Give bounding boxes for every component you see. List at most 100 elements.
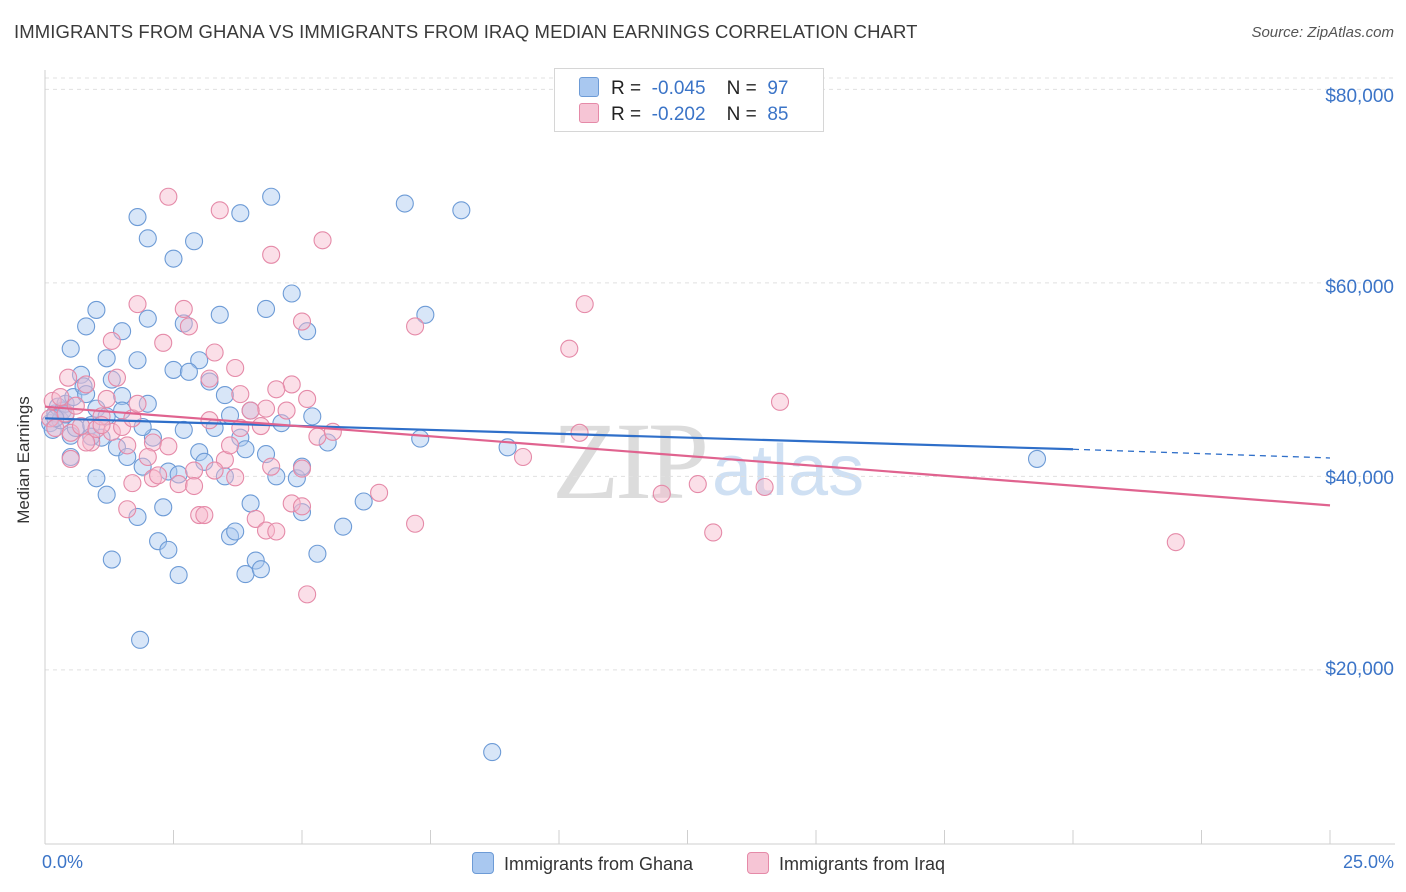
ghana-point: [303, 407, 322, 426]
ghana-point: [334, 517, 353, 536]
iraq-point: [277, 401, 296, 420]
ghana-point: [169, 465, 188, 484]
iraq-point: [292, 497, 312, 516]
ghana-point: [113, 401, 132, 420]
iraq-point: [46, 418, 65, 438]
ghana-point: [190, 443, 209, 462]
y-tick-label-80000: $80,000: [1325, 86, 1394, 107]
iraq-point: [262, 457, 281, 476]
ghana-point: [159, 540, 178, 559]
iraq-point: [652, 484, 671, 503]
chart-title: IMMIGRANTS FROM GHANA VS IMMIGRANTS FROM…: [14, 21, 918, 42]
iraq-point: [51, 387, 70, 407]
n-value-ghana: 97: [767, 78, 789, 99]
ghana-point: [138, 229, 157, 248]
iraq-point: [102, 422, 121, 441]
ghana-point: [267, 467, 286, 486]
iraq-point: [210, 201, 229, 220]
iraq-point: [77, 433, 96, 452]
ghana-point: [154, 498, 173, 517]
iraq-point: [704, 523, 723, 542]
iraq-point: [97, 389, 116, 409]
ghana-point: [411, 429, 430, 448]
iraq-point: [226, 358, 245, 378]
iraq-point: [143, 433, 162, 452]
iraq-point: [118, 500, 137, 519]
iraq-point: [220, 436, 240, 455]
legend-label-iraq: Immigrants from Iraq: [779, 854, 946, 874]
iraq-trend-line: [44, 405, 1331, 507]
iraq-point: [138, 447, 157, 467]
ghana-point: [138, 394, 157, 413]
iraq-point: [298, 585, 317, 604]
ghana-point: [164, 360, 183, 379]
iraq-point: [205, 461, 224, 480]
y-tick-label-20000: $20,000: [1325, 659, 1394, 680]
iraq-legend-swatch: [747, 852, 769, 874]
ghana-point: [190, 351, 209, 370]
ghana-swatch: [579, 77, 599, 97]
iraq-point: [308, 427, 327, 446]
ghana-point: [97, 485, 116, 504]
ghana-point: [318, 433, 337, 452]
iraq-point: [200, 369, 219, 388]
ghana-point: [231, 428, 250, 447]
ghana-point: [226, 522, 245, 541]
ghana-point: [87, 300, 106, 319]
iraq-point: [1166, 533, 1185, 552]
iraq-point: [66, 396, 85, 415]
ghana-point: [220, 527, 240, 546]
iraq-point: [159, 437, 178, 456]
y-tick-label-60000: $60,000: [1325, 277, 1394, 298]
ghana-point: [298, 322, 317, 341]
ghana-point: [262, 187, 281, 206]
iraq-point: [267, 380, 286, 399]
iraq-point: [688, 475, 707, 494]
legend-item-iraq: Immigrants from Iraq: [747, 852, 945, 875]
iraq-point: [61, 449, 80, 468]
iraq-point: [267, 522, 286, 541]
x-tick-label-max: 25.0%: [1342, 852, 1394, 872]
iraq-point: [179, 317, 198, 336]
x-tick-label-min: 0.0%: [42, 852, 84, 872]
n-value-iraq: 85: [767, 104, 789, 125]
legend-label-ghana: Immigrants from Ghana: [504, 854, 694, 874]
n-label: N =: [726, 78, 757, 99]
iraq-point: [128, 394, 147, 413]
ghana-point: [452, 201, 471, 220]
iraq-point: [570, 423, 589, 442]
stats-legend-row-iraq: R = -0.202 N = 85: [579, 103, 788, 125]
iraq-point: [174, 299, 193, 319]
iraq-point: [262, 245, 281, 264]
ghana-point: [164, 249, 183, 268]
iraq-point: [313, 231, 332, 250]
iraq-point: [107, 368, 127, 387]
r-value-ghana: -0.045: [651, 78, 706, 99]
ghana-point: [256, 299, 276, 319]
ghana-point: [179, 362, 198, 381]
ghana-point: [102, 550, 121, 569]
ghana-point: [416, 305, 435, 324]
iraq-point: [77, 375, 96, 394]
iraq-point: [406, 514, 425, 533]
iraq-point: [102, 331, 121, 350]
ghana-point: [210, 305, 229, 324]
ghana-point: [185, 232, 204, 251]
stats-legend-row-ghana: R = -0.045 N = 97: [579, 77, 788, 99]
r-label: R =: [611, 78, 642, 99]
iraq-point: [159, 187, 178, 206]
iraq-point: [143, 469, 162, 488]
iraq-point: [185, 461, 204, 480]
iraq-point: [128, 295, 147, 314]
r-value-iraq: -0.202: [651, 104, 706, 125]
ghana-point: [251, 560, 270, 579]
n-label: N =: [726, 104, 757, 125]
watermark-atlas: atlas: [712, 431, 865, 511]
y-tick-label-40000: $40,000: [1325, 468, 1394, 489]
iraq-point: [231, 385, 250, 404]
ghana-point: [87, 469, 106, 488]
iraq-point: [256, 399, 276, 418]
iraq-point: [190, 505, 209, 525]
ghana-point: [61, 339, 80, 358]
